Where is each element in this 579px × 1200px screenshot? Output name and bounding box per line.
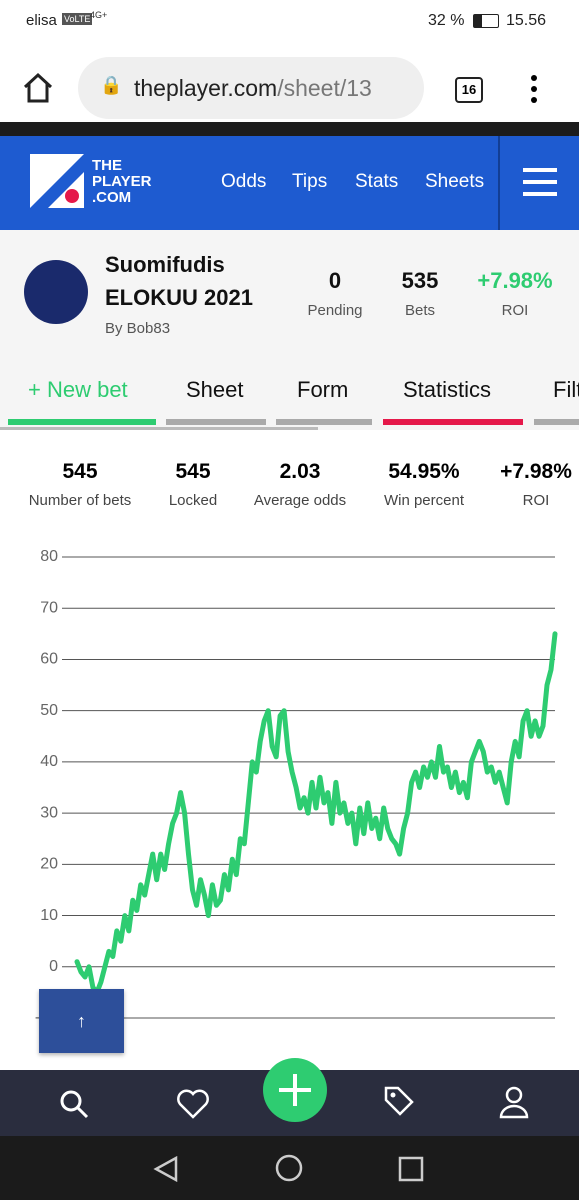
stat: 2.03 Average odds: [245, 460, 355, 509]
home-system-button[interactable]: [275, 1154, 303, 1182]
sheet-header: Suomifudis ELOKUU 2021 By Bob83 0 Pending…: [0, 230, 579, 430]
chart: -1001020304050607080: [35, 548, 558, 1026]
url: theplayer.com/sheet/13: [134, 75, 424, 102]
tab[interactable]: Statistics: [403, 377, 492, 402]
stat-value: 2.03: [279, 460, 321, 483]
tab[interactable]: + New bet: [28, 377, 128, 402]
summary-label: Pending: [307, 302, 363, 319]
y-tick-label: 0: [49, 958, 58, 975]
stat-value: 545: [175, 460, 211, 483]
stat: 54.95% Win percent: [372, 460, 476, 509]
logo-line: PLAYER: [92, 173, 152, 190]
y-tick-label: 10: [40, 907, 58, 924]
nav-link[interactable]: Sheets: [425, 171, 485, 192]
nav-link[interactable]: Stats: [355, 171, 399, 192]
stat-label: Locked: [168, 492, 218, 509]
summary-value: 535: [401, 268, 439, 293]
sheet-title: ELOKUU 2021: [105, 285, 253, 310]
url-bar[interactable]: 🔒 theplayer.com/sheet/13: [78, 57, 424, 119]
divider: [0, 122, 579, 136]
tab-underline: [276, 419, 372, 425]
clock: 15.56: [506, 12, 547, 29]
nav-divider: [498, 136, 500, 230]
logo-mark: [30, 154, 84, 208]
stat: 545 Locked: [153, 460, 233, 509]
tab-underline: [534, 419, 579, 425]
stat-value: 545: [62, 460, 98, 483]
stat-label: Average odds: [253, 492, 347, 509]
menu-button[interactable]: [528, 74, 540, 104]
system-nav: [0, 1136, 579, 1200]
back-button[interactable]: [152, 1156, 180, 1182]
y-tick-label: 70: [40, 599, 58, 616]
y-tick-label: 40: [40, 753, 58, 770]
nav-link[interactable]: Tips: [292, 171, 328, 192]
tab[interactable]: Filt: [553, 377, 579, 402]
summary-value: 0: [328, 268, 342, 293]
tab-underline: [166, 419, 266, 425]
data-line: [74, 631, 558, 995]
search-icon[interactable]: [58, 1088, 90, 1120]
profile-icon[interactable]: [498, 1084, 530, 1120]
carrier: elisa: [26, 12, 57, 29]
favorites-icon[interactable]: [176, 1088, 210, 1120]
tab[interactable]: Sheet: [186, 377, 244, 402]
url-path: /sheet/13: [277, 75, 372, 101]
logo-line: .COM: [92, 189, 132, 206]
nav-link[interactable]: Odds: [221, 171, 267, 192]
y-tick-label: 20: [40, 856, 58, 873]
scrollbar: [0, 427, 318, 430]
summary-label: ROI: [501, 302, 529, 319]
tags-icon[interactable]: [382, 1084, 416, 1120]
tab[interactable]: Form: [297, 377, 349, 402]
stat-value: 54.95%: [388, 460, 460, 483]
battery-icon: [473, 14, 499, 28]
summary-item: +7.98% ROI: [470, 268, 560, 319]
stat: +7.98% ROI: [494, 460, 578, 509]
status-bar: elisa VoLTE 4G+ 32 % 15.56: [0, 0, 579, 40]
y-tick-label: 50: [40, 702, 58, 719]
scroll-top-button[interactable]: ↑: [39, 989, 124, 1053]
stat-label: Number of bets: [28, 492, 132, 509]
y-tick-label: 30: [40, 804, 58, 821]
lock-icon: 🔒: [100, 75, 123, 95]
stat: 545 Number of bets: [20, 460, 140, 509]
y-tick-label: 80: [40, 548, 58, 565]
recents-button[interactable]: [398, 1156, 424, 1182]
stat-value: +7.98%: [500, 460, 572, 483]
summary-label: Bets: [404, 302, 435, 319]
logo-text: THE PLAYER .COM: [92, 158, 151, 206]
tab-count[interactable]: 16: [455, 77, 483, 103]
summary-value: +7.98%: [477, 268, 553, 293]
summary-item: 535 Bets: [380, 268, 460, 319]
summary-item: 0 Pending: [295, 268, 375, 319]
tab-underline: [8, 419, 156, 425]
volte-badge: VoLTE: [62, 13, 93, 25]
logo-line: THE: [92, 157, 122, 174]
stat-label: ROI: [522, 492, 550, 509]
browser-bar: 🔒 theplayer.com/sheet/13 16: [0, 40, 579, 122]
sheet-avatar: [24, 260, 88, 324]
tab-underline: [383, 419, 523, 425]
stat-label: Win percent: [383, 492, 465, 509]
sheet-title: Suomifudis: [105, 252, 225, 277]
site-header: THE PLAYER .COM Odds Tips Stats Sheets: [0, 136, 579, 230]
url-host: theplayer.com: [134, 75, 278, 101]
network: 4G+: [90, 10, 108, 20]
battery: 32 %: [428, 12, 465, 29]
hamburger[interactable]: [523, 168, 557, 196]
y-tick-label: 60: [40, 651, 58, 668]
sheet-author: By Bob83: [105, 320, 171, 337]
add-button[interactable]: [263, 1058, 327, 1122]
home-button[interactable]: [22, 72, 54, 104]
